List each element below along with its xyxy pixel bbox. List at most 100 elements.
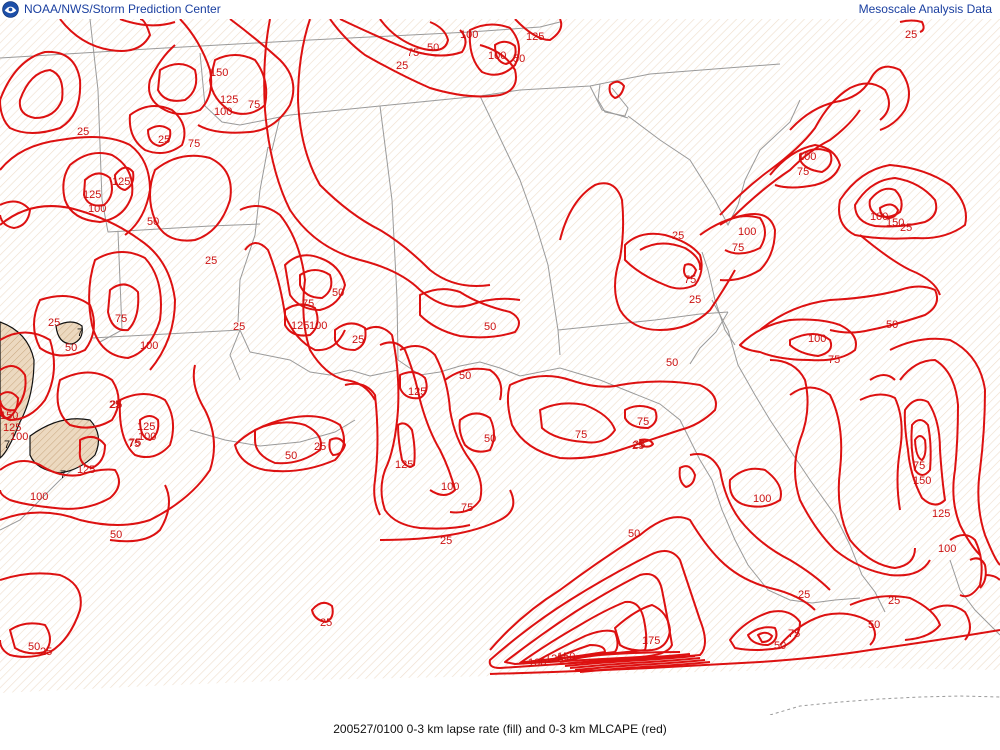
contour-label: 100 — [488, 50, 506, 62]
contour-label: 25 — [905, 29, 917, 41]
contour-label: 100 — [214, 106, 232, 118]
contour-label: 50 — [886, 319, 898, 331]
contour-label: 75 — [732, 242, 744, 254]
contour-label: 100 — [938, 543, 956, 555]
contour-label: 50 — [628, 528, 640, 540]
lapse-rate-label: 7 — [4, 439, 10, 451]
contour-label: 25 — [633, 439, 645, 451]
mlcape-contour-labels: 100 125 75 50 100 50 25 25 150 125 75 10… — [0, 29, 956, 669]
contour-label: 75 — [797, 166, 809, 178]
contour-label: 125 — [220, 94, 238, 106]
contour-label: 150 — [886, 217, 904, 229]
contour-label: 100 — [528, 657, 546, 669]
contour-label: 75 — [129, 437, 141, 449]
contour-label: 125 — [408, 386, 426, 398]
contour-label: 100 — [460, 29, 478, 41]
contour-label: 75 — [575, 429, 587, 441]
contour-label: 75 — [407, 47, 419, 59]
contour-label: 50 — [332, 287, 344, 299]
contour-label: 25 — [672, 230, 684, 242]
contour-label: 25 — [109, 399, 121, 411]
contour-label: 50 — [28, 641, 40, 653]
contour-label: 75 — [188, 138, 200, 150]
analysis-domain-hatch — [0, 19, 1000, 693]
product-caption: 200527/0100 0-3 km lapse rate (fill) and… — [333, 722, 667, 736]
contour-label: 125 — [77, 464, 95, 476]
contour-label: 50 — [65, 342, 77, 354]
contour-label: 150 — [557, 651, 575, 663]
geographic-borders — [0, 19, 1000, 715]
contour-label: 25 — [48, 317, 60, 329]
contour-label: 75 — [684, 274, 696, 286]
contour-label: 25 — [77, 126, 89, 138]
contour-label: 125 — [291, 320, 309, 332]
contour-label: 25 — [314, 441, 326, 453]
contour-label: 75 — [248, 99, 260, 111]
map-panel: 7 7 7 — [0, 19, 1000, 715]
contour-label: 25 — [233, 321, 245, 333]
lapse-rate-label: 7 — [77, 327, 83, 339]
contour-label: 100 — [30, 491, 48, 503]
map-canvas: 7 7 7 — [0, 19, 1000, 715]
contour-label: 75 — [913, 460, 925, 472]
contour-label: 25 — [205, 255, 217, 267]
contour-label: 75 — [302, 298, 314, 310]
contour-label: 100 — [870, 211, 888, 223]
contour-label: 50 — [459, 370, 471, 382]
contour-label: 100 — [88, 203, 106, 215]
contour-label: 25 — [110, 399, 122, 411]
contour-label: 50 — [110, 529, 122, 541]
contour-label: 25 — [888, 595, 900, 607]
contour-label: 50 — [666, 357, 678, 369]
contour-label: 25 — [320, 617, 332, 629]
contour-label: 150 — [913, 475, 931, 487]
contour-label: 175 — [642, 635, 660, 647]
contour-label: 100 — [10, 431, 28, 443]
contour-label: 25 — [632, 440, 644, 452]
contour-label: 50 — [774, 640, 786, 652]
contour-label: 100 — [798, 151, 816, 163]
contour-label: 50 — [427, 42, 439, 54]
contour-label: 125 — [83, 189, 101, 201]
contour-label: 100 — [138, 431, 156, 443]
contour-label: 125 — [526, 31, 544, 43]
contour-label: 25 — [900, 222, 912, 234]
contour-label: 25 — [798, 589, 810, 601]
contour-label: 125 — [545, 653, 563, 665]
contour-label: 50 — [513, 53, 525, 65]
contour-label: 75 — [828, 354, 840, 366]
contour-label: 125 — [3, 422, 21, 434]
contour-label: 50 — [484, 433, 496, 445]
contour-label: 100 — [140, 340, 158, 352]
contour-label: 50 — [285, 450, 297, 462]
contour-label: 100 — [808, 333, 826, 345]
contour-label: 125 — [395, 459, 413, 471]
contour-label: 150 — [0, 410, 18, 422]
contour-label: 25 — [440, 535, 452, 547]
contour-label: 25 — [396, 60, 408, 72]
contour-label: 75 — [115, 313, 127, 325]
header-bar: NOAA/NWS/Storm Prediction Center Mesosca… — [0, 0, 1000, 19]
contour-label: 100 — [753, 493, 771, 505]
noaa-logo-icon[interactable] — [2, 1, 19, 18]
contour-label: 50 — [868, 619, 880, 631]
contour-label: 25 — [158, 134, 170, 146]
org-title[interactable]: NOAA/NWS/Storm Prediction Center — [24, 2, 221, 16]
contour-label: 50 — [484, 321, 496, 333]
contour-label: 75 — [128, 438, 140, 450]
contour-label: 25 — [352, 334, 364, 346]
contour-label: 125 — [137, 421, 155, 433]
mlcape-contours — [0, 19, 1000, 675]
product-title[interactable]: Mesoscale Analysis Data — [858, 2, 992, 16]
contour-label: 75 — [637, 416, 649, 428]
contour-label: 100 — [441, 481, 459, 493]
contour-label: 25 — [689, 294, 701, 306]
contour-label: 150 — [210, 67, 228, 79]
contour-label: 125 — [112, 176, 130, 188]
contour-label: 125 — [932, 508, 950, 520]
contour-label: 75 — [461, 502, 473, 514]
contour-label: 75 — [788, 628, 800, 640]
contour-label: 50 — [147, 216, 159, 228]
contour-label: 25 — [40, 646, 52, 658]
contour-label: 100 — [309, 320, 327, 332]
